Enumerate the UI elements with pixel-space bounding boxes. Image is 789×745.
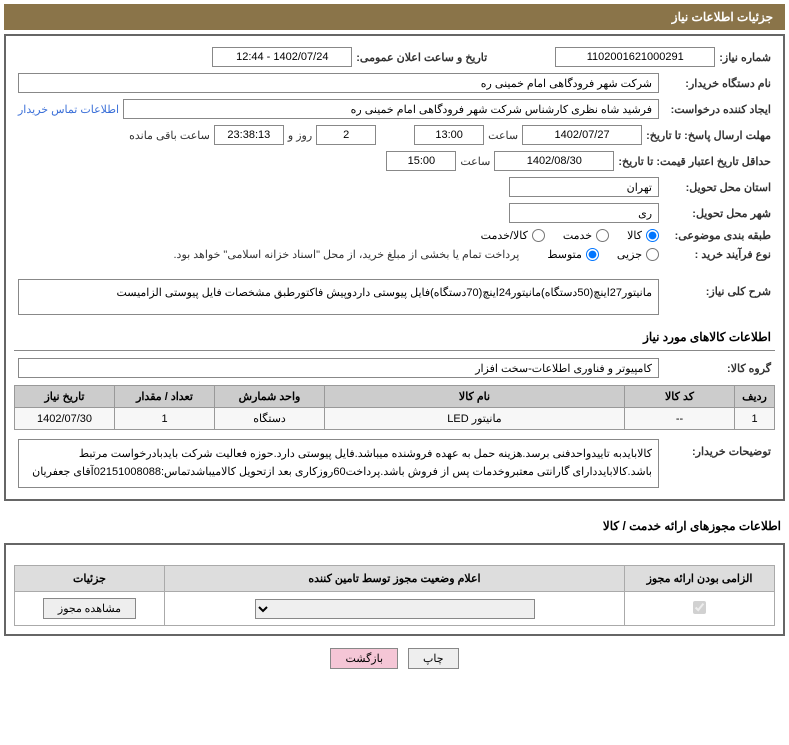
- perm-row: مشاهده مجوز: [15, 592, 775, 626]
- perm-status-select[interactable]: [255, 599, 535, 619]
- buyer-notes-value: کالابایدبه تاییدواحدفنی برسد.هزینه حمل ب…: [18, 439, 659, 488]
- deadline-hours: 23:38:13: [214, 125, 284, 145]
- footer-buttons: چاپ بازگشت: [4, 636, 785, 673]
- city-value: ری: [509, 203, 659, 223]
- validity-time: 15:00: [386, 151, 456, 171]
- deadline-days-label: روز و: [288, 129, 312, 142]
- td-row: 1: [735, 408, 775, 430]
- radio-service-label: خدمت: [563, 229, 592, 242]
- purchase-type-radios: جزیی متوسط: [547, 248, 659, 261]
- need-number-value: 1102001621000291: [555, 47, 715, 67]
- radio-goods-label: کالا: [627, 229, 642, 242]
- print-button[interactable]: چاپ: [408, 648, 459, 669]
- perm-required-cell: [625, 592, 775, 626]
- purchase-type-label: نوع فرآیند خرید :: [663, 248, 771, 261]
- th-qty: تعداد / مقدار: [115, 386, 215, 408]
- radio-minor-label: جزیی: [617, 248, 642, 261]
- td-date: 1402/07/30: [15, 408, 115, 430]
- deadline-date: 1402/07/27: [522, 125, 642, 145]
- purchase-note: پرداخت تمام یا بخشی از مبلغ خرید، از محل…: [174, 248, 520, 261]
- td-name: مانیتور LED: [325, 408, 625, 430]
- announce-date-value: 1402/07/24 - 12:44: [212, 47, 352, 67]
- th-code: کد کالا: [625, 386, 735, 408]
- main-info-box: شماره نیاز: 1102001621000291 تاریخ و ساع…: [4, 34, 785, 501]
- perm-status-cell: [165, 592, 625, 626]
- province-value: تهران: [509, 177, 659, 197]
- buyer-contact-link[interactable]: اطلاعات تماس خریدار: [18, 103, 119, 116]
- td-code: --: [625, 408, 735, 430]
- category-label: طبقه بندی موضوعی:: [663, 229, 771, 242]
- th-unit: واحد شمارش: [215, 386, 325, 408]
- view-permit-button[interactable]: مشاهده مجوز: [43, 598, 136, 619]
- category-radios: کالا خدمت کالا/خدمت: [481, 229, 659, 242]
- deadline-time-label: ساعت: [488, 129, 518, 142]
- items-section-title: اطلاعات کالاهای مورد نیاز: [14, 324, 775, 351]
- validity-label: حداقل تاریخ اعتبار قیمت: تا تاریخ:: [618, 155, 771, 168]
- radio-medium[interactable]: [586, 248, 599, 261]
- buyer-org-label: نام دستگاه خریدار:: [663, 77, 771, 90]
- perm-th-details: جزئیات: [15, 566, 165, 592]
- overall-desc-value: مانیتور27اینچ(50دستگاه)مانیتور24اینچ(70د…: [18, 279, 659, 315]
- requester-label: ایجاد کننده درخواست:: [663, 103, 771, 116]
- announce-date-label: تاریخ و ساعت اعلان عمومی:: [356, 51, 487, 64]
- deadline-days: 2: [316, 125, 376, 145]
- buyer-notes-label: توضیحات خریدار:: [663, 439, 771, 458]
- th-row: ردیف: [735, 386, 775, 408]
- city-label: شهر محل تحویل:: [663, 207, 771, 220]
- perm-table: الزامی بودن ارائه مجوز اعلام وضعیت مجوز …: [14, 565, 775, 626]
- need-number-label: شماره نیاز:: [719, 51, 771, 64]
- validity-time-label: ساعت: [460, 155, 490, 168]
- overall-desc-label: شرح کلی نیاز:: [663, 279, 771, 298]
- radio-goods[interactable]: [646, 229, 659, 242]
- radio-medium-label: متوسط: [547, 248, 582, 261]
- radio-minor[interactable]: [646, 248, 659, 261]
- goods-group-value: کامپیوتر و فناوری اطلاعات-سخت افزار: [18, 358, 659, 378]
- td-unit: دستگاه: [215, 408, 325, 430]
- province-label: استان محل تحویل:: [663, 181, 771, 194]
- page-header: جزئیات اطلاعات نیاز: [4, 4, 785, 30]
- requester-value: فرشید شاه نظری کارشناس شرکت شهر فرودگاهی…: [123, 99, 659, 119]
- radio-service[interactable]: [596, 229, 609, 242]
- perm-required-checkbox: [693, 601, 706, 614]
- radio-both[interactable]: [532, 229, 545, 242]
- table-row: 1 -- مانیتور LED دستگاه 1 1402/07/30: [15, 408, 775, 430]
- th-date: تاریخ نیاز: [15, 386, 115, 408]
- items-table: ردیف کد کالا نام کالا واحد شمارش تعداد /…: [14, 385, 775, 430]
- deadline-label: مهلت ارسال پاسخ: تا تاریخ:: [646, 129, 771, 142]
- perm-th-required: الزامی بودن ارائه مجوز: [625, 566, 775, 592]
- perm-box: الزامی بودن ارائه مجوز اعلام وضعیت مجوز …: [4, 543, 785, 636]
- goods-group-label: گروه کالا:: [663, 362, 771, 375]
- deadline-time: 13:00: [414, 125, 484, 145]
- buyer-org-value: شرکت شهر فرودگاهی امام خمینی ره: [18, 73, 659, 93]
- perm-th-status: اعلام وضعیت مجوز توسط تامین کننده: [165, 566, 625, 592]
- perm-section-title: اطلاعات مجوزهای ارائه خدمت / کالا: [4, 513, 785, 539]
- perm-details-cell: مشاهده مجوز: [15, 592, 165, 626]
- back-button[interactable]: بازگشت: [330, 648, 398, 669]
- td-qty: 1: [115, 408, 215, 430]
- deadline-remain-label: ساعت باقی مانده: [129, 129, 210, 142]
- validity-date: 1402/08/30: [494, 151, 614, 171]
- th-name: نام کالا: [325, 386, 625, 408]
- radio-both-label: کالا/خدمت: [481, 229, 528, 242]
